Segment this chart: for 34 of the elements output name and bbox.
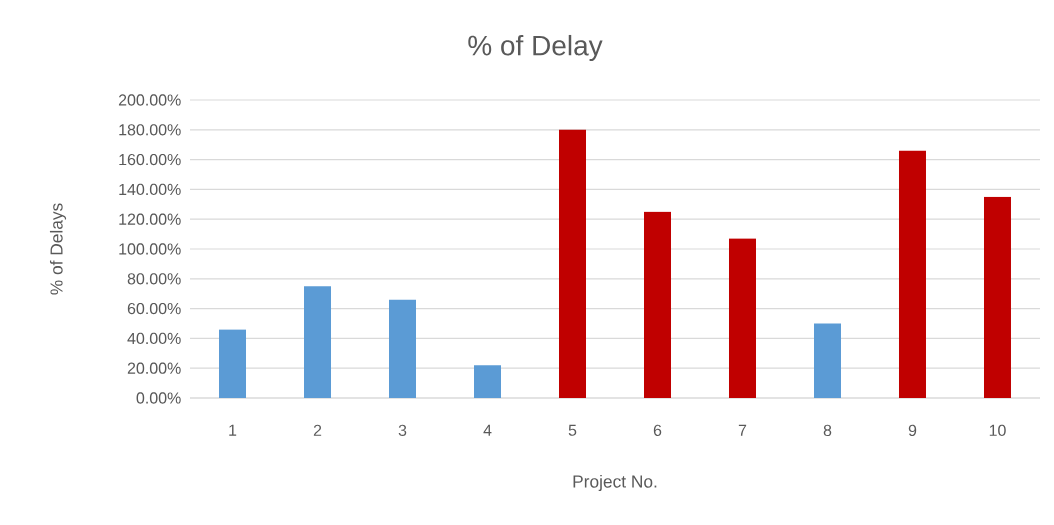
- x-tick-label: 7: [738, 424, 747, 436]
- y-tick-label: 0.00%: [136, 392, 181, 404]
- y-tick-label: 40.00%: [127, 332, 181, 345]
- y-axis-title: % of Delays: [49, 203, 67, 295]
- bar: [644, 211, 671, 398]
- x-tick-label: 6: [653, 424, 662, 437]
- bar: [389, 299, 416, 398]
- bar: [729, 238, 756, 398]
- bar: [899, 150, 926, 398]
- x-tick-label: 2: [313, 424, 322, 436]
- x-tick-label: 5: [568, 424, 577, 436]
- y-tick-label: 100.00%: [119, 243, 181, 255]
- chart-title: % of Delay: [468, 34, 603, 62]
- y-tick-label: 120.00%: [119, 213, 181, 225]
- x-axis-title: Project No.: [573, 474, 657, 492]
- y-tick-label: 60.00%: [127, 302, 181, 315]
- x-tick-label: 10: [989, 424, 1006, 437]
- y-tick-label: 140.00%: [119, 183, 181, 196]
- bar: [474, 365, 501, 398]
- y-tick-label: 180.00%: [119, 124, 181, 136]
- bar: [983, 196, 1011, 398]
- x-tick-label: 8: [823, 424, 832, 437]
- y-tick-label: 200.00%: [118, 94, 181, 106]
- bar: [219, 329, 247, 398]
- y-tick-label: 20.00%: [127, 362, 181, 374]
- x-tick-label: 4: [483, 424, 492, 436]
- bar: [304, 286, 332, 398]
- y-tick-label: 160.00%: [119, 153, 181, 166]
- x-tick-label: 3: [398, 424, 407, 437]
- bar: [813, 323, 841, 398]
- bar: [559, 129, 586, 398]
- x-tick-label: 9: [908, 424, 917, 437]
- y-tick-label: 80.00%: [127, 273, 181, 285]
- x-tick-label: 1: [229, 424, 237, 436]
